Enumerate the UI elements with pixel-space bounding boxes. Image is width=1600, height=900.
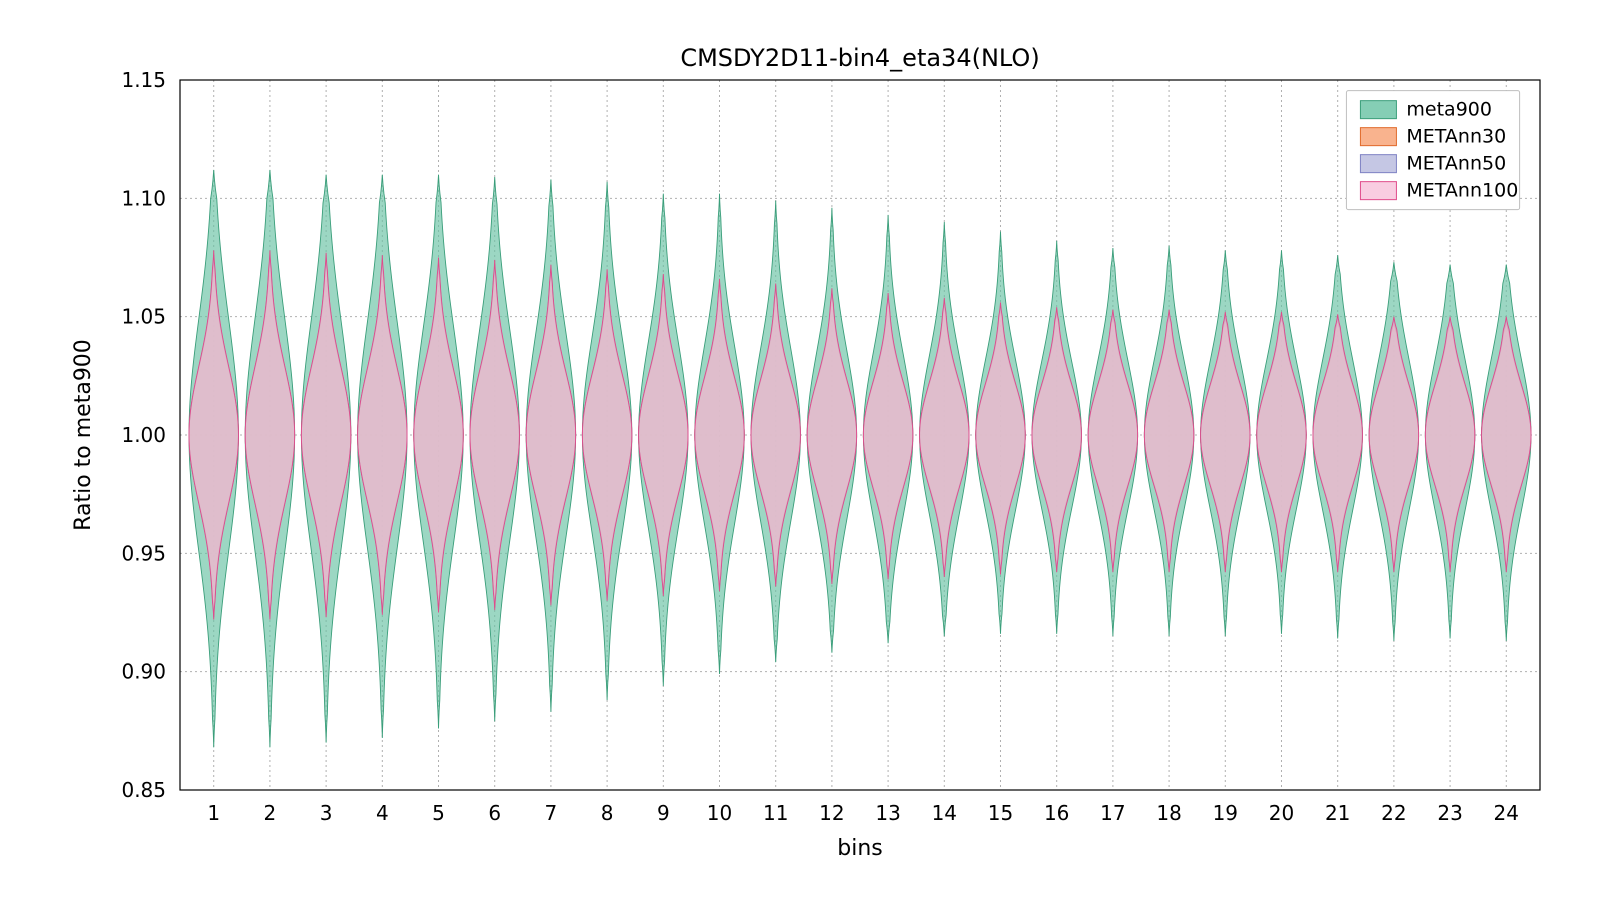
x-tick-label: 2 — [264, 801, 277, 825]
x-tick-label: 12 — [819, 801, 844, 825]
x-tick-label: 4 — [376, 801, 389, 825]
x-tick-label: 6 — [488, 801, 501, 825]
x-tick-label: 23 — [1437, 801, 1462, 825]
x-tick-label: 22 — [1381, 801, 1406, 825]
x-tick-label: 5 — [432, 801, 445, 825]
y-tick-label: 1.15 — [121, 68, 166, 92]
x-tick-label: 10 — [707, 801, 732, 825]
chart-container: 0.850.900.951.001.051.101.15123456789101… — [0, 0, 1600, 900]
y-tick-label: 1.05 — [121, 305, 166, 329]
chart-title: CMSDY2D11-bin4_eta34(NLO) — [680, 44, 1039, 72]
legend: meta900 METAnn30 METAnn50 METAnn100 — [1346, 91, 1519, 210]
x-tick-label: 21 — [1325, 801, 1350, 825]
y-axis-label: Ratio to meta900 — [71, 339, 96, 531]
x-tick-label: 17 — [1100, 801, 1125, 825]
legend-label: METAnn50 — [1406, 153, 1506, 175]
y-tick-label: 1.00 — [121, 423, 166, 447]
x-tick-label: 15 — [988, 801, 1013, 825]
x-tick-label: 19 — [1213, 801, 1238, 825]
x-tick-label: 18 — [1156, 801, 1181, 825]
violin-chart: 0.850.900.951.001.051.101.15123456789101… — [0, 0, 1600, 900]
x-tick-label: 3 — [320, 801, 333, 825]
x-tick-label: 13 — [875, 801, 900, 825]
x-tick-label: 14 — [932, 801, 957, 825]
x-tick-label: 9 — [657, 801, 670, 825]
legend-swatch — [1360, 155, 1396, 173]
x-tick-label: 16 — [1044, 801, 1069, 825]
x-axis-label: bins — [837, 836, 882, 861]
x-tick-label: 8 — [601, 801, 614, 825]
y-tick-label: 0.95 — [121, 541, 166, 565]
legend-swatch — [1360, 101, 1396, 119]
legend-label: meta900 — [1406, 99, 1492, 121]
x-tick-label: 11 — [763, 801, 788, 825]
y-tick-label: 1.10 — [121, 186, 166, 210]
legend-swatch — [1360, 128, 1396, 146]
x-tick-label: 24 — [1494, 801, 1519, 825]
x-tick-label: 7 — [545, 801, 558, 825]
legend-label: METAnn100 — [1406, 180, 1518, 202]
y-tick-label: 0.85 — [121, 778, 166, 802]
legend-swatch — [1360, 182, 1396, 200]
y-tick-label: 0.90 — [121, 660, 166, 684]
legend-label: METAnn30 — [1406, 126, 1506, 148]
x-tick-label: 20 — [1269, 801, 1294, 825]
x-tick-label: 1 — [207, 801, 220, 825]
